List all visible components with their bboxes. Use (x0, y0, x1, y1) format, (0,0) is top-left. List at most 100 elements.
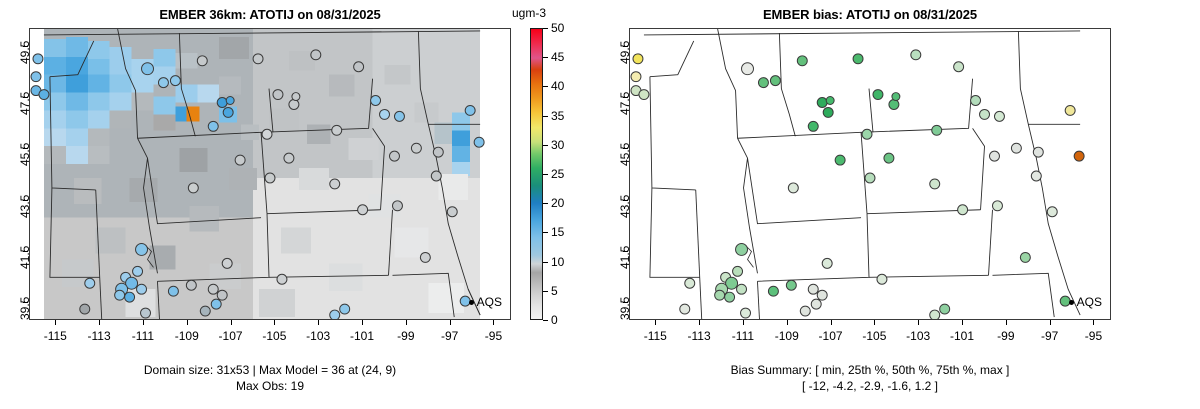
colorbar-tick-label: 20 (551, 196, 565, 211)
model-colorbar-unit: ugm-3 (512, 6, 547, 20)
panel-bias-title: EMBER bias: ATOTIJ on 08/31/2025 (762, 7, 978, 22)
x-axis-tick-label: -113 (87, 329, 111, 343)
y-axis-tick-label: 41.5 (18, 245, 32, 269)
x-axis-tick (1005, 320, 1007, 325)
x-axis-tick (786, 320, 788, 325)
x-axis-tick-label: -103 (906, 329, 931, 343)
colorbar-tick (543, 261, 548, 263)
colorbar-tick-label: 40 (551, 79, 565, 94)
model-observation-points[interactable] (30, 29, 510, 319)
colorbar-tick (543, 57, 548, 59)
x-axis-tick-label: -95 (484, 329, 503, 343)
x-axis-tick (405, 320, 407, 325)
x-axis-tick-label: -97 (440, 329, 459, 343)
y-axis-tick-label: 47.5 (618, 91, 632, 116)
colorbar-tick-label: 45 (551, 50, 565, 65)
aqs-legend-bias: AQS (1068, 295, 1102, 309)
colorbar-tick (543, 320, 548, 321)
model-state-boundaries (43, 29, 481, 319)
y-axis-tick-label: 43.5 (618, 194, 632, 218)
y-axis-tick (623, 97, 628, 99)
x-axis-tick (99, 320, 101, 325)
aqs-marker-icon (1068, 299, 1074, 305)
colorbar-tick (543, 115, 548, 117)
x-axis-tick (493, 320, 495, 325)
x-axis-tick-label: -105 (862, 329, 887, 343)
x-axis-tick-label: -109 (174, 329, 199, 343)
colorbar-tick-label: 30 (551, 137, 565, 152)
y-axis-tick (23, 302, 28, 304)
colorbar-tick-label: 0 (551, 313, 558, 327)
x-axis-tick (699, 320, 701, 325)
colorbar-tick-label: 25 (551, 167, 565, 181)
colorbar-tick (543, 144, 548, 146)
aqs-marker-icon (468, 299, 474, 305)
x-axis-tick-label: -101 (950, 329, 975, 343)
aqs-legend-label: AQS (1076, 295, 1102, 309)
x-axis-tick-label: -107 (818, 329, 843, 343)
y-axis-tick (623, 250, 628, 252)
x-axis-tick-label: -107 (218, 329, 243, 343)
x-axis-tick-label: -111 (131, 329, 155, 343)
colorbar-tick-label: 10 (551, 254, 565, 269)
x-axis-tick-label: -97 (1040, 329, 1059, 343)
colorbar-tick (543, 232, 548, 234)
y-axis-tick-label: 45.5 (618, 143, 632, 167)
model-concentration-raster (30, 29, 510, 319)
x-axis-tick-label: -109 (774, 329, 799, 343)
x-axis-tick (1093, 320, 1095, 325)
x-axis-tick (186, 320, 188, 325)
panel-bias: EMBER bias: ATOTIJ on 08/31/2025 (600, 0, 1200, 409)
y-axis-tick (23, 148, 28, 150)
x-axis-tick-label: -113 (687, 329, 711, 343)
bias-observation-points[interactable] (630, 29, 1110, 319)
x-axis-tick (830, 320, 832, 325)
x-axis-tick (742, 320, 744, 325)
y-axis-tick-label: 49.5 (18, 40, 32, 64)
y-axis-tick (23, 250, 28, 252)
colorbar-tick-label: 5 (551, 283, 558, 298)
y-axis-tick (23, 45, 28, 47)
y-axis-tick-label: 49.5 (618, 40, 632, 64)
x-axis-tick-label: -115 (43, 329, 67, 343)
bias-map-plot-area: AQS (629, 28, 1111, 320)
y-axis-tick-label: 39.5 (618, 296, 632, 321)
x-axis-tick (274, 320, 276, 325)
x-axis-tick-label: -99 (997, 329, 1015, 343)
x-axis-tick (655, 320, 657, 325)
panel-model-concentration: EMBER 36km: ATOTIJ on 08/31/2025 (18, 6, 565, 393)
x-axis-tick (230, 320, 232, 325)
y-axis-tick-label: 41.5 (618, 245, 632, 269)
x-axis-tick (874, 320, 876, 325)
x-axis-tick (142, 320, 144, 325)
colorbar-tick (543, 28, 548, 29)
x-axis-tick-label: -111 (731, 329, 755, 343)
panel-model-title: EMBER 36km: ATOTIJ on 08/31/2025 (159, 7, 381, 22)
colorbar-tick-label: 50 (551, 21, 565, 35)
bias-caption-summary-header: Bias Summary: [ min, 25th %, 50th %, 75t… (730, 363, 1010, 377)
colorbar-tick (543, 86, 548, 88)
x-axis-tick (962, 320, 964, 325)
aqs-legend-label: AQS (476, 295, 502, 309)
y-axis-tick (623, 148, 628, 150)
x-axis-tick (362, 320, 364, 325)
x-axis-tick-label: -105 (262, 329, 287, 343)
aqs-legend-model: AQS (468, 295, 502, 309)
y-axis-tick (623, 45, 628, 47)
y-axis-tick (623, 199, 628, 201)
colorbar-tick (543, 203, 548, 205)
model-colorbar-gradient (530, 28, 543, 320)
y-axis-tick (23, 199, 28, 201)
x-axis-tick-label: -99 (397, 329, 415, 343)
x-axis-tick (318, 320, 320, 325)
y-axis-tick-label: 47.5 (18, 91, 32, 116)
y-axis-tick-label: 39.5 (18, 296, 32, 321)
y-axis-tick (23, 97, 28, 99)
model-map-plot-area: AQS (29, 28, 511, 320)
x-axis-tick (1049, 320, 1051, 325)
colorbar-tick (543, 290, 548, 292)
x-axis-tick-label: -103 (306, 329, 331, 343)
y-axis-tick-label: 43.5 (18, 194, 32, 218)
model-caption-maxobs: Max Obs: 19 (235, 379, 305, 393)
